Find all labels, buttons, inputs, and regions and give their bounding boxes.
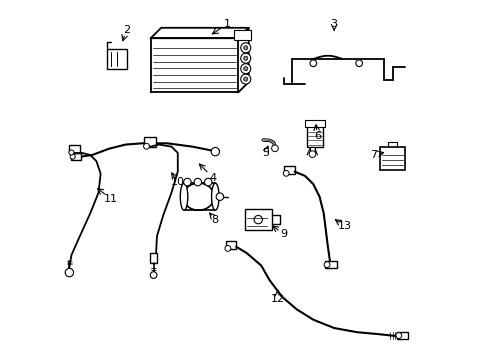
- Circle shape: [243, 67, 247, 71]
- Text: 12: 12: [270, 294, 285, 304]
- Circle shape: [65, 269, 73, 277]
- Bar: [107, 49, 127, 69]
- Circle shape: [254, 215, 262, 224]
- Circle shape: [324, 262, 329, 267]
- Bar: [234, 30, 250, 40]
- Bar: [149, 253, 157, 262]
- Circle shape: [240, 74, 250, 84]
- Circle shape: [243, 77, 247, 81]
- Circle shape: [283, 170, 288, 176]
- Bar: [69, 145, 80, 153]
- Circle shape: [216, 193, 223, 201]
- Bar: [325, 261, 336, 269]
- Circle shape: [204, 178, 211, 186]
- Circle shape: [211, 148, 219, 156]
- Text: 4: 4: [209, 173, 216, 183]
- Text: 11: 11: [104, 194, 118, 204]
- Text: 6: 6: [313, 131, 320, 141]
- Circle shape: [240, 64, 250, 74]
- Circle shape: [243, 56, 247, 60]
- Circle shape: [271, 145, 278, 152]
- Text: 7: 7: [369, 150, 377, 160]
- Text: 8: 8: [211, 215, 219, 225]
- Text: 9: 9: [280, 229, 287, 239]
- Circle shape: [194, 178, 201, 186]
- Bar: [306, 124, 322, 147]
- Circle shape: [224, 246, 230, 251]
- Circle shape: [143, 143, 149, 149]
- Bar: [144, 138, 156, 147]
- Bar: [379, 147, 404, 170]
- Circle shape: [309, 60, 316, 67]
- Ellipse shape: [211, 183, 219, 210]
- Bar: [244, 209, 271, 230]
- Circle shape: [69, 150, 74, 155]
- Circle shape: [183, 178, 191, 186]
- Ellipse shape: [180, 183, 187, 210]
- Circle shape: [150, 272, 157, 278]
- Circle shape: [70, 154, 75, 159]
- Text: 2: 2: [122, 25, 130, 35]
- Bar: [305, 120, 325, 127]
- Bar: [71, 153, 81, 160]
- Text: 1: 1: [224, 19, 231, 29]
- Circle shape: [355, 60, 362, 67]
- Circle shape: [240, 43, 250, 53]
- Text: 10: 10: [170, 177, 184, 187]
- Bar: [183, 183, 215, 210]
- Bar: [309, 147, 314, 152]
- Text: 5: 5: [261, 148, 268, 158]
- Circle shape: [308, 151, 315, 157]
- Text: 3: 3: [330, 19, 337, 29]
- Bar: [396, 332, 407, 339]
- Text: 13: 13: [337, 221, 351, 231]
- Circle shape: [395, 333, 401, 338]
- Circle shape: [240, 53, 250, 63]
- Ellipse shape: [183, 183, 214, 210]
- Bar: [225, 241, 236, 249]
- Circle shape: [243, 46, 247, 50]
- Bar: [284, 166, 294, 174]
